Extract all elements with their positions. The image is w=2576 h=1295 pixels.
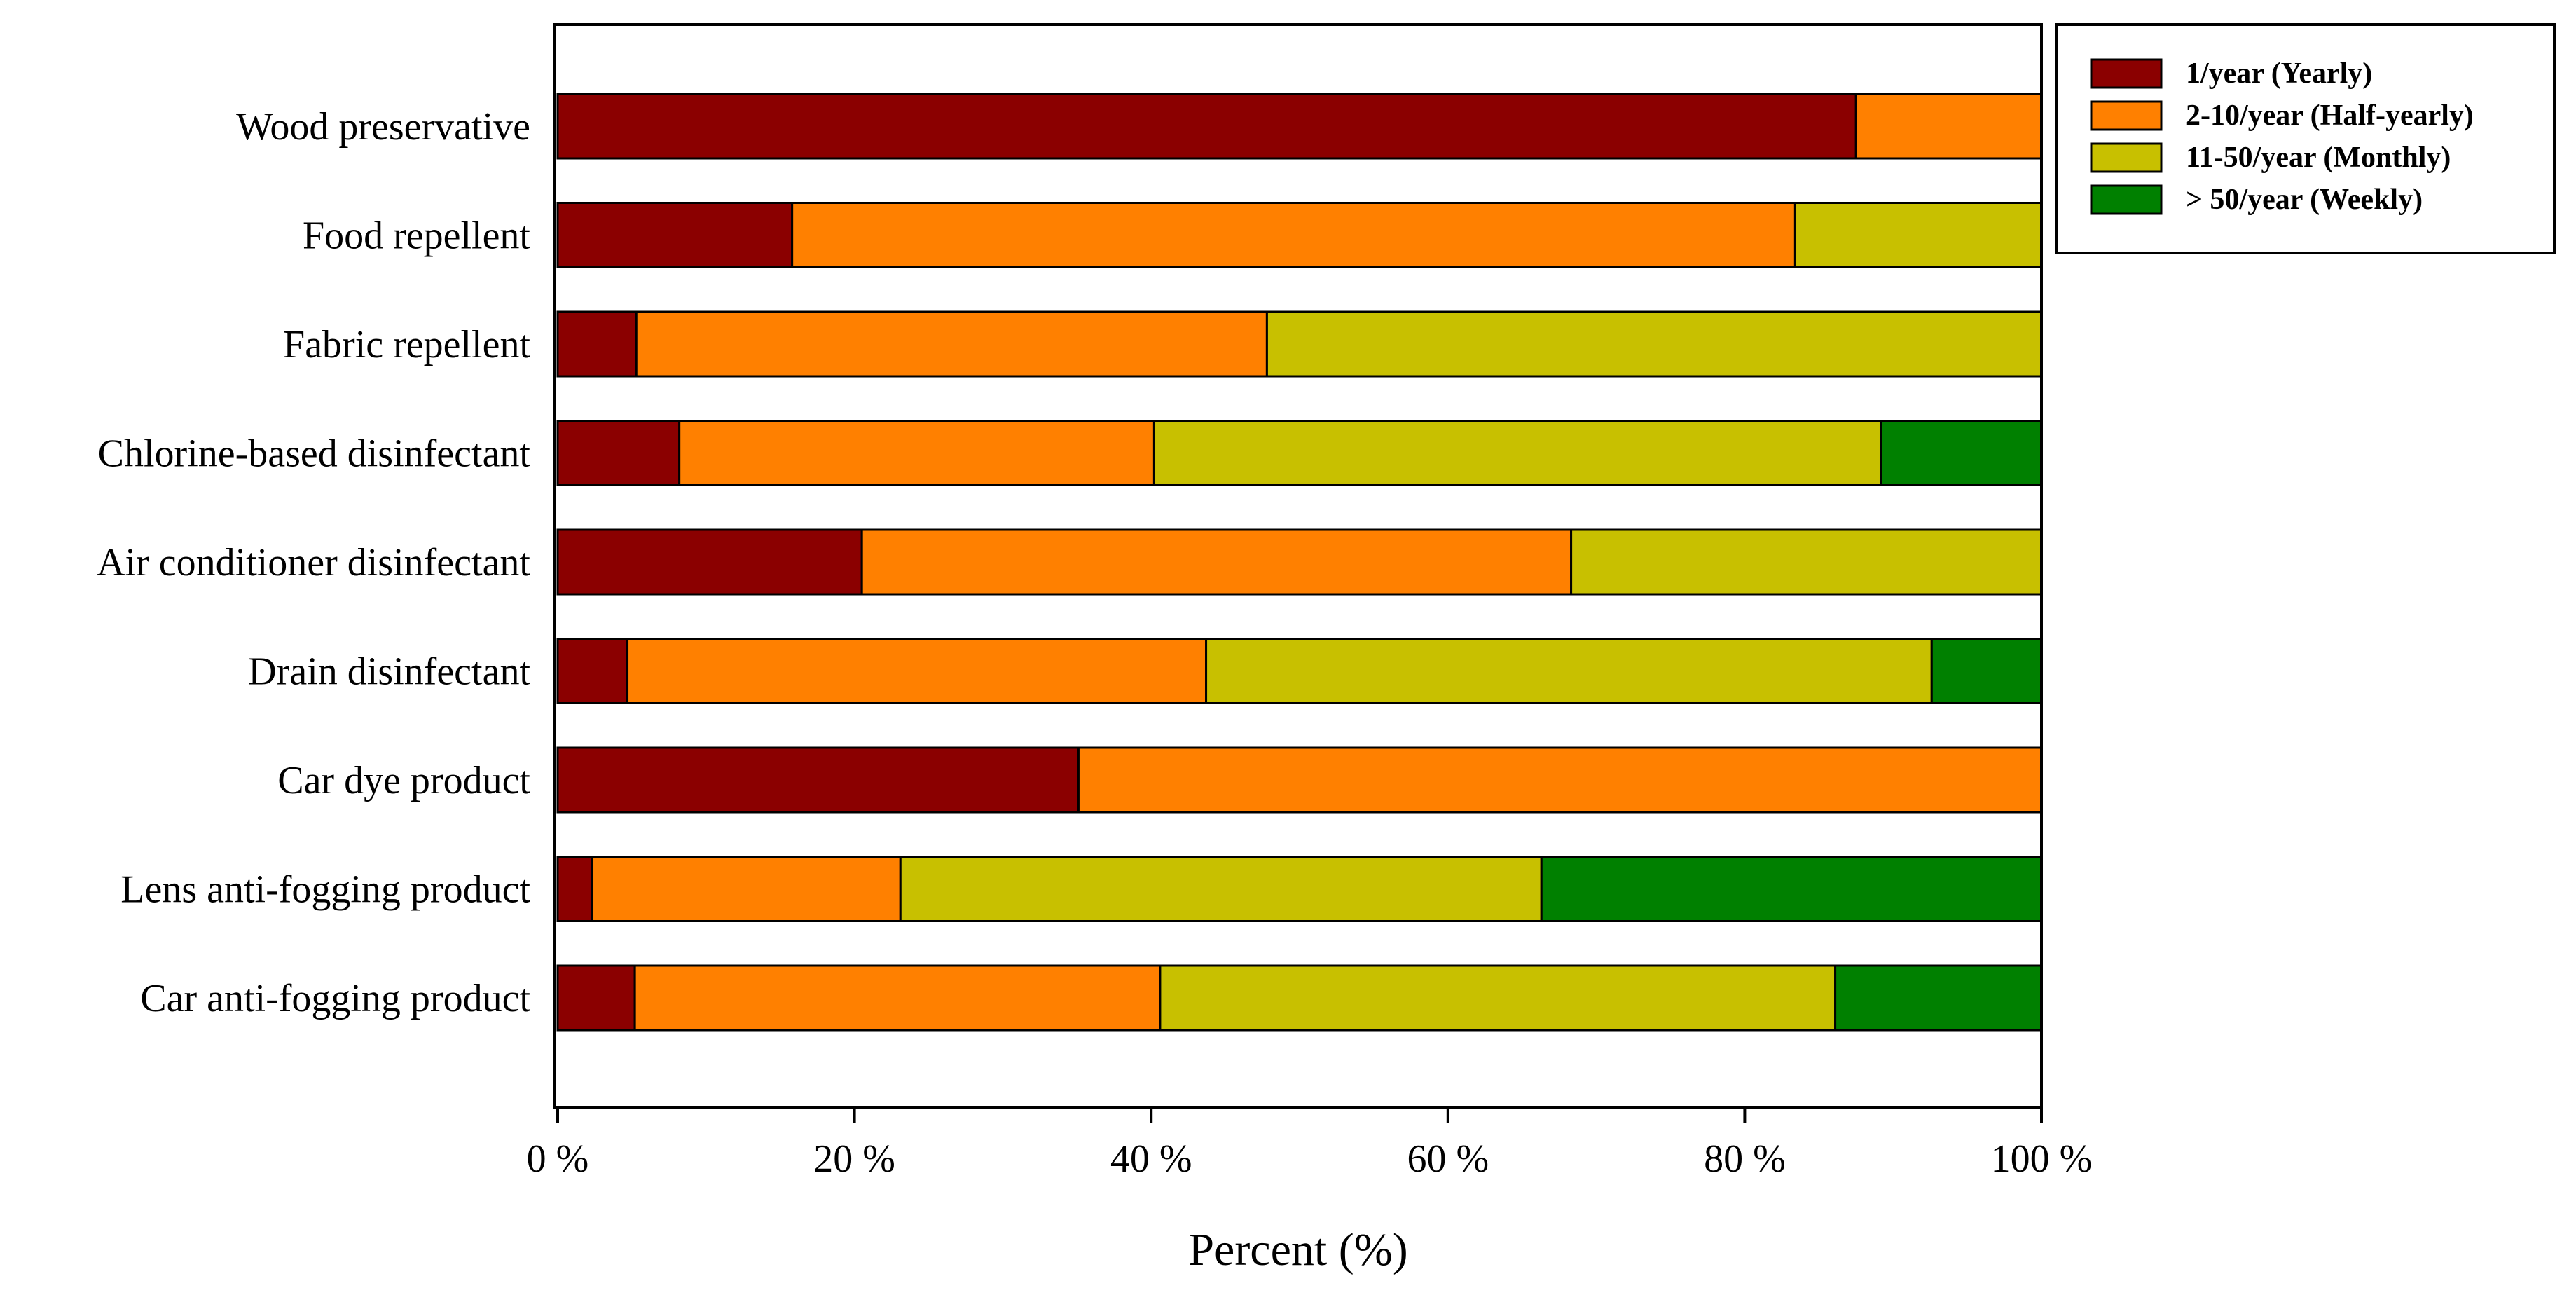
bar-segment bbox=[1570, 528, 2043, 596]
x-tick-label: 80 % bbox=[1704, 1137, 1786, 1181]
x-ticks: 0 % 20 % 40 % 60 % 80 % 100 % bbox=[527, 1107, 2093, 1181]
bar-segment bbox=[635, 310, 1268, 378]
x-axis-title: Percent (%) bbox=[1188, 1224, 1407, 1275]
bar-segment bbox=[556, 92, 1857, 160]
category-label: Food repellent bbox=[303, 214, 530, 258]
legend-label: 2-10/year (Half-yearly) bbox=[2186, 100, 2474, 132]
x-tick-label: 0 % bbox=[527, 1137, 589, 1181]
legend-label: > 50/year (Weekly) bbox=[2186, 184, 2423, 216]
x-tick-label: 20 % bbox=[813, 1137, 895, 1181]
bar-segment bbox=[556, 420, 681, 486]
legend-swatch bbox=[2090, 184, 2163, 215]
legend-swatch bbox=[2090, 142, 2163, 173]
bar-segment bbox=[556, 746, 1080, 814]
bar-segment bbox=[556, 202, 794, 268]
bar-segment bbox=[556, 638, 629, 704]
bar-segment bbox=[1159, 964, 1837, 1032]
bar-segment bbox=[899, 856, 1543, 922]
bar-segment bbox=[1834, 964, 2043, 1032]
category-labels: Wood preservative Food repellent Fabric re… bbox=[97, 105, 530, 1020]
bars-group bbox=[556, 92, 2043, 1032]
category-label: Air conditioner disinfectant bbox=[97, 541, 530, 584]
axes-group bbox=[553, 23, 2043, 1109]
category-label: Drain disinfectant bbox=[248, 650, 530, 694]
legend-label: 11-50/year (Monthly) bbox=[2186, 142, 2451, 174]
bar-segment bbox=[1930, 638, 2043, 704]
bar-segment bbox=[1880, 420, 2043, 486]
bar-segment bbox=[791, 202, 1796, 268]
legend-box bbox=[2055, 23, 2556, 254]
x-tick-label: 40 % bbox=[1110, 1137, 1192, 1181]
category-label: Car dye product bbox=[277, 759, 530, 802]
bar-segment bbox=[556, 856, 593, 922]
plot-frame bbox=[553, 23, 2043, 1109]
bar-segment bbox=[1540, 856, 2043, 922]
bar-segment bbox=[556, 528, 863, 596]
category-label: Wood preservative bbox=[236, 105, 530, 149]
bar-segment bbox=[678, 420, 1155, 486]
x-tick-label: 100 % bbox=[1991, 1137, 2093, 1181]
legend-label: 1/year (Yearly) bbox=[2186, 57, 2372, 90]
bar-segment bbox=[1265, 310, 2043, 378]
x-tick-label: 60 % bbox=[1407, 1137, 1489, 1181]
bar-segment bbox=[1793, 202, 2043, 268]
bar-segment bbox=[1854, 92, 2043, 160]
category-label: Lens anti-fogging product bbox=[120, 868, 530, 912]
legend: 1/year (Yearly) 2-10/year (Half-yearly) 11… bbox=[2055, 23, 2556, 254]
bar-segment bbox=[1152, 420, 1882, 486]
category-label: Chlorine-based disinfectant bbox=[98, 432, 531, 476]
bar-segment bbox=[591, 856, 902, 922]
category-label: Fabric repellent bbox=[283, 323, 530, 366]
bar-segment bbox=[556, 964, 636, 1032]
bar-segment bbox=[1205, 638, 1933, 704]
legend-swatch bbox=[2090, 58, 2163, 89]
legend-swatch bbox=[2090, 100, 2163, 131]
bar-segment bbox=[556, 310, 638, 378]
bar-segment bbox=[633, 964, 1162, 1032]
bar-segment bbox=[626, 638, 1208, 704]
bar-segment bbox=[860, 528, 1573, 596]
category-label: Car anti-fogging product bbox=[140, 977, 530, 1020]
bar-segment bbox=[1077, 746, 2043, 814]
